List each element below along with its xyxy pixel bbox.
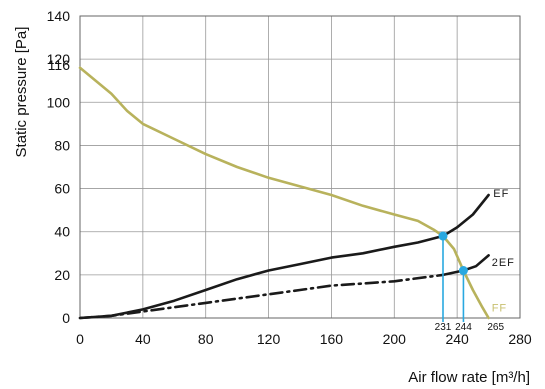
curve-labels: EF 2EF FF <box>492 188 515 315</box>
operating-point-marker <box>438 231 448 241</box>
x-tick-label: 240 <box>445 331 469 347</box>
y-tick-label: 100 <box>47 94 71 110</box>
x-tick-label: 200 <box>383 331 407 347</box>
x-tick-label: 0 <box>76 331 84 347</box>
y-tick-label: 0 <box>62 310 70 326</box>
y-tick-label: 20 <box>54 267 70 283</box>
y-tick-labels: 0 20 40 60 80 100 120 140 116 <box>47 8 71 326</box>
chart-grid <box>79 15 521 319</box>
series-line-ef <box>78 193 490 320</box>
y-tick-label-116: 116 <box>48 57 71 73</box>
y-tick-label: 40 <box>54 224 70 240</box>
operating-point-marker <box>458 266 468 276</box>
plot-border <box>79 15 521 319</box>
series-line-2ef <box>441 254 490 277</box>
operating-points: 231 244 265 <box>435 231 504 333</box>
curve-label-2ef: 2EF <box>492 257 515 269</box>
x-tick-label: 160 <box>320 331 344 347</box>
y-tick-label: 80 <box>54 137 70 153</box>
x-tick-label: 120 <box>257 331 281 347</box>
chart-series <box>78 66 490 320</box>
y-tick-label: 60 <box>54 181 70 197</box>
x-annotation-265: 265 <box>487 322 504 333</box>
operating-point-label: 244 <box>455 322 472 333</box>
y-axis-title: Static pressure [Pa] <box>13 27 30 158</box>
x-tick-label: 80 <box>198 331 214 347</box>
operating-point-label: 231 <box>435 322 452 333</box>
series-line-ff <box>78 66 490 320</box>
y-tick-label: 120 <box>47 51 71 67</box>
curve-label-ff: FF <box>492 303 507 315</box>
x-tick-label: 40 <box>135 331 151 347</box>
x-tick-labels: 0 40 80 120 160 200 240 280 <box>76 331 532 347</box>
curve-label-ef: EF <box>493 188 509 200</box>
x-axis-title: Air flow rate [m³/h] <box>408 369 530 386</box>
y-tick-label: 140 <box>47 8 71 24</box>
series-line-dashdot <box>78 273 445 320</box>
x-tick-label: 280 <box>508 331 532 347</box>
